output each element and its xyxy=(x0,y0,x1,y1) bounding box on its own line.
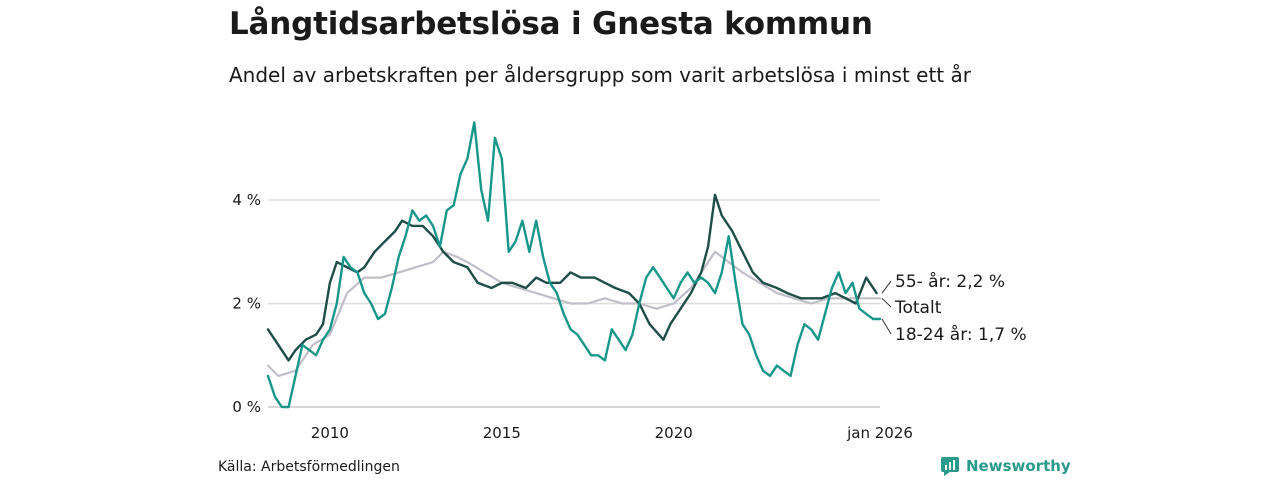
leader-line-youth xyxy=(881,318,892,335)
x-tick-label: 2020 xyxy=(655,424,693,442)
bar-chart-icon xyxy=(940,456,960,476)
x-tick-label: 2015 xyxy=(483,424,521,442)
series-lines xyxy=(266,121,882,409)
y-tick-label: 2 % xyxy=(232,295,261,313)
leader-line-total xyxy=(881,297,892,308)
end-label-total: Totalt xyxy=(894,298,942,318)
x-tick-label: 2010 xyxy=(311,424,349,442)
end-label-senior: 55- år: 2,2 % xyxy=(895,271,1005,292)
chart-subtitle: Andel av arbetskraften per åldersgrupp s… xyxy=(229,63,971,87)
leader-line-senior xyxy=(881,280,892,294)
x-tick-label: jan 2026 xyxy=(846,424,913,442)
series-line-total xyxy=(266,250,882,377)
brand-logo[interactable]: Newsworthy xyxy=(940,456,1071,476)
brand-name: Newsworthy xyxy=(966,457,1071,475)
x-axis-tick-labels: 2010 2015 2020 jan 2026 xyxy=(311,424,913,442)
y-axis-tick-labels: 0 % 2 % 4 % xyxy=(232,191,261,416)
y-tick-label: 0 % xyxy=(232,398,261,416)
y-tick-label: 4 % xyxy=(232,191,261,209)
end-label-youth: 18-24 år: 1,7 % xyxy=(895,324,1027,345)
source-note: Källa: Arbetsförmedlingen xyxy=(218,459,400,475)
series-line-youth xyxy=(266,121,882,409)
series-end-labels: Totalt 55- år: 2,2 % 18-24 år: 1,7 % xyxy=(881,271,1027,345)
chart-title: Långtidsarbetslösa i Gnesta kommun xyxy=(229,6,873,42)
